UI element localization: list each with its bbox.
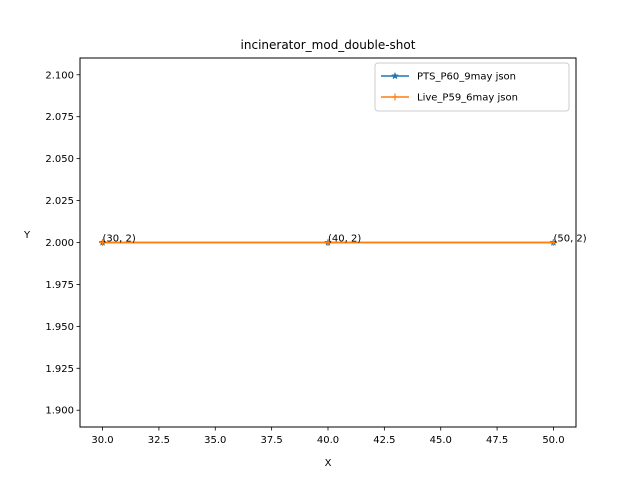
legend-box [374, 62, 570, 112]
x-tick-label: 32.5 [148, 435, 170, 446]
x-axis-label: X [325, 458, 332, 469]
legend-label-1: PTS_P60_9may json [417, 72, 516, 83]
y-tick-label: 2.025 [45, 196, 74, 207]
chart-title: incinerator_mod_double-shot [241, 38, 416, 52]
legend-marker-1 [390, 71, 400, 80]
x-tick-label: 30.0 [91, 435, 113, 446]
series-2-point [99, 239, 107, 246]
y-tick-label: 2.000 [45, 238, 74, 249]
y-tick-label: 2.075 [45, 112, 74, 123]
series-2-point [549, 239, 557, 246]
x-tick-label: 45.0 [430, 435, 452, 446]
x-tick-label: 42.5 [373, 435, 395, 446]
y-tick-label: 1.900 [45, 406, 74, 417]
legend: PTS_P60_9may json Live_P59_6may json [374, 62, 570, 112]
point-annotation: (50, 2) [553, 234, 586, 245]
y-tick-label: 2.050 [45, 154, 74, 165]
y-tick-label: 1.925 [45, 364, 74, 375]
x-tick-label: 37.5 [261, 435, 283, 446]
x-axis-ticks: 30.0 32.5 35.0 37.5 40.0 42.5 45.0 47.5 50.0 [91, 427, 565, 446]
point-annotation: (30, 2) [103, 234, 136, 245]
legend-marker-2 [391, 93, 399, 101]
x-tick-label: 50.0 [542, 435, 564, 446]
x-tick-label: 40.0 [317, 435, 339, 446]
x-tick-label: 35.0 [204, 435, 226, 446]
y-tick-label: 2.100 [45, 70, 74, 81]
y-axis-ticks: 1.900 1.925 1.950 1.975 2.000 2.025 2.050 2.075… [45, 70, 80, 417]
series-2-point [324, 239, 332, 246]
x-tick-label: 47.5 [486, 435, 508, 446]
series-layer [98, 238, 558, 246]
y-tick-label: 1.950 [45, 322, 74, 333]
legend-label-2: Live_P59_6may json [417, 93, 518, 104]
y-axis-label: Y [23, 230, 31, 241]
annotations: (30, 2) (40, 2) (50, 2) [103, 234, 587, 245]
point-annotation: (40, 2) [328, 234, 361, 245]
y-tick-label: 1.975 [45, 280, 74, 291]
plot-frame [79, 57, 577, 428]
